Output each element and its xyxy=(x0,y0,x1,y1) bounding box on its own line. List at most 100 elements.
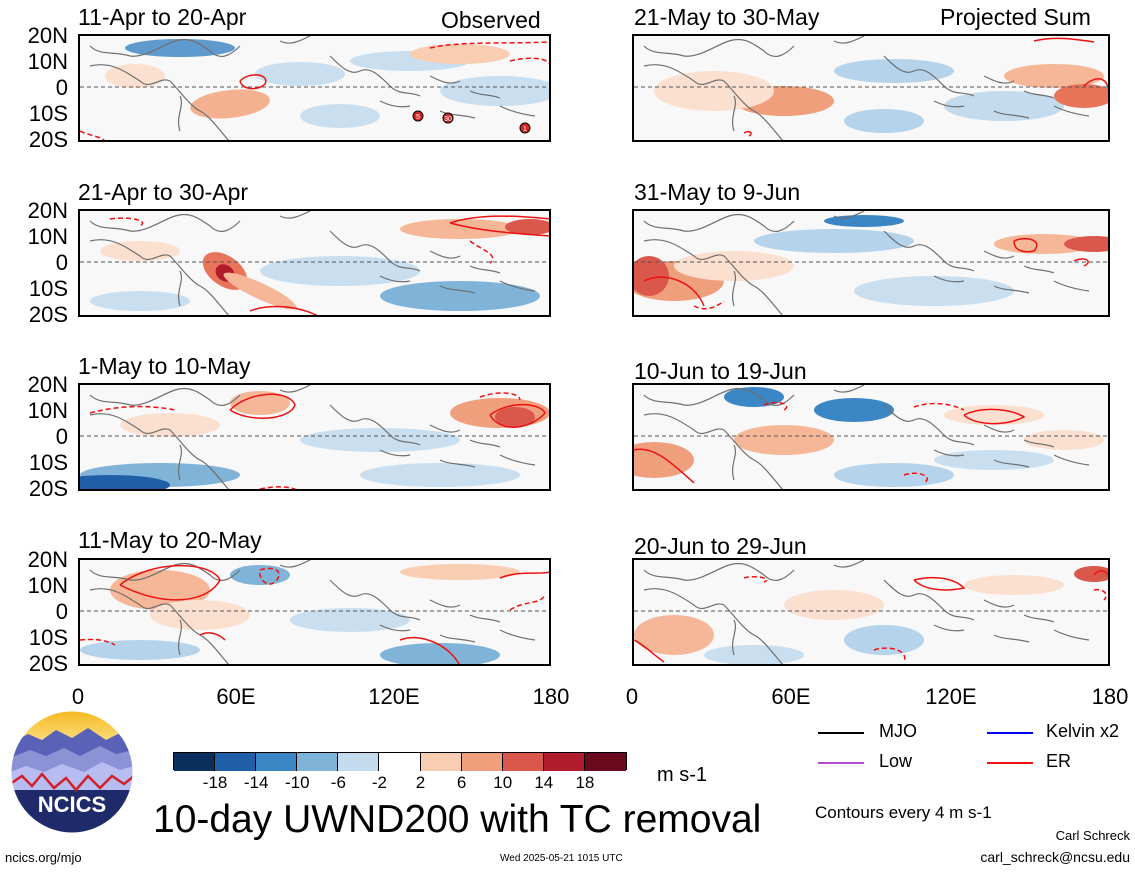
colorbar-swatch xyxy=(584,753,626,771)
colorbar-swatch xyxy=(420,753,462,771)
tc-marker: 30 xyxy=(442,112,454,124)
anomaly-shading xyxy=(360,463,520,487)
anomaly-shading xyxy=(290,608,410,632)
anomaly-shading xyxy=(400,564,520,580)
colorbar-swatch xyxy=(379,753,421,771)
er-contour xyxy=(1073,258,1089,267)
panel-title-2: 21-May to 30-May xyxy=(634,4,820,30)
colorbar-label: 18 xyxy=(575,773,595,792)
er-contour xyxy=(634,448,695,484)
legend-label-low: Low xyxy=(879,751,913,771)
anomaly-shading xyxy=(704,645,804,664)
er-contour xyxy=(499,571,549,579)
anomaly-shading xyxy=(834,463,954,487)
logo-text: NCICS xyxy=(38,792,106,817)
er-contour xyxy=(80,638,116,646)
anomaly-shading xyxy=(944,405,1044,425)
y-tick-label: 10S xyxy=(28,450,68,475)
y-tick-label: 0 xyxy=(55,75,68,100)
colorbar-label: 14 xyxy=(534,773,554,792)
anomaly-shading xyxy=(505,219,549,235)
legend-line-low xyxy=(818,762,864,764)
anomaly-shading xyxy=(944,91,1064,121)
anomaly-shading xyxy=(190,89,270,119)
anomaly-shading xyxy=(223,272,297,310)
colorbar-label: 2 xyxy=(415,773,426,792)
er-contour xyxy=(509,57,549,66)
colorbar-label: -14 xyxy=(243,773,269,792)
anomaly-shading xyxy=(260,256,420,286)
er-contour xyxy=(913,402,965,411)
er-contour xyxy=(469,240,494,264)
map-panel xyxy=(78,383,551,491)
x-tick-label: 180 xyxy=(532,684,570,709)
anomaly-shading xyxy=(1074,566,1108,582)
panel-title-5: 1-May to 10-May xyxy=(78,353,251,379)
anomaly-shading xyxy=(410,44,510,64)
tc-marker: 1 xyxy=(519,122,531,134)
anomaly-shading xyxy=(784,590,884,620)
colorbar-swatch xyxy=(461,753,503,771)
svg-text:5: 5 xyxy=(416,114,420,121)
anomaly-shading xyxy=(150,600,250,630)
anomaly-shading xyxy=(724,387,784,407)
author-email: carl_schreck@ncsu.edu xyxy=(980,849,1130,865)
y-tick-label: 20S xyxy=(28,302,68,327)
colorbar-label: -6 xyxy=(330,773,346,792)
coastline xyxy=(643,385,1090,489)
er-contour xyxy=(743,131,752,137)
y-tick-label: 20N xyxy=(27,198,68,223)
svg-text:1: 1 xyxy=(523,126,527,133)
er-contour xyxy=(1013,238,1038,253)
coastline xyxy=(89,36,536,140)
er-contour xyxy=(259,486,297,489)
er-contour xyxy=(913,576,966,591)
er-contour xyxy=(1093,588,1107,601)
anomaly-shading xyxy=(90,291,190,311)
anomaly-shading xyxy=(834,59,954,83)
x-tick-label: 120E xyxy=(368,684,420,709)
colorbar-label: -18 xyxy=(202,773,228,792)
panel-title-8: 20-Jun to 29-Jun xyxy=(634,533,807,559)
anomaly-shading xyxy=(634,615,714,655)
er-contour xyxy=(693,300,725,310)
er-contour xyxy=(903,472,928,484)
anomaly-shading xyxy=(634,256,669,296)
projected-label: Projected Sum xyxy=(940,4,1091,30)
y-tick-label: 20N xyxy=(27,547,68,572)
main-title: 10-day UWND200 with TC removal xyxy=(153,798,762,841)
er-contour xyxy=(763,401,788,411)
anomaly-shading xyxy=(1024,430,1104,450)
y-tick-label: 20N xyxy=(27,372,68,397)
er-contour xyxy=(743,576,768,583)
y-tick-label: 20S xyxy=(28,127,68,152)
anomaly-shading xyxy=(1054,84,1108,108)
coastline xyxy=(643,560,1090,664)
panel-title-6: 10-Jun to 19-Jun xyxy=(634,358,807,384)
y-tick-label: 20S xyxy=(28,651,68,676)
x-tick-label: 0 xyxy=(71,684,85,709)
anomaly-shading xyxy=(854,276,1014,306)
er-contour xyxy=(509,594,546,611)
anomaly-shading xyxy=(255,62,345,86)
panel-title-1: 11-Apr to 20-Apr xyxy=(78,4,247,30)
anomaly-shading xyxy=(654,71,774,111)
map-panel xyxy=(632,34,1110,142)
coastline xyxy=(89,211,536,315)
anomaly-shading xyxy=(844,625,924,655)
y-tick-label: 0 xyxy=(55,599,68,624)
anomaly-shading xyxy=(80,640,200,660)
x-tick-label: 0 xyxy=(625,684,639,709)
colorbar-label: -10 xyxy=(284,773,310,792)
er-contour xyxy=(634,639,665,663)
y-tick-label: 0 xyxy=(55,424,68,449)
anomaly-shading xyxy=(495,407,535,427)
anomaly-shading xyxy=(80,475,170,489)
er-contour xyxy=(89,405,176,414)
anomaly-shading xyxy=(1004,64,1104,88)
y-tick-label: 10S xyxy=(28,625,68,650)
colorbar-swatch xyxy=(502,753,544,771)
er-contour xyxy=(239,74,267,90)
y-tick-label: 10N xyxy=(27,224,68,249)
er-contour xyxy=(449,215,549,237)
